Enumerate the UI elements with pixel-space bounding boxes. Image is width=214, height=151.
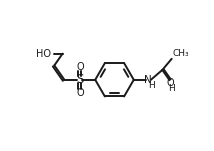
Text: H: H <box>149 81 155 90</box>
Text: O: O <box>76 88 84 98</box>
Text: N: N <box>144 75 152 85</box>
Text: S: S <box>76 73 83 86</box>
Text: O: O <box>76 61 84 72</box>
Text: H: H <box>168 84 175 93</box>
Text: HO: HO <box>36 49 52 59</box>
Text: O: O <box>167 78 175 88</box>
Text: CH₃: CH₃ <box>172 48 189 58</box>
